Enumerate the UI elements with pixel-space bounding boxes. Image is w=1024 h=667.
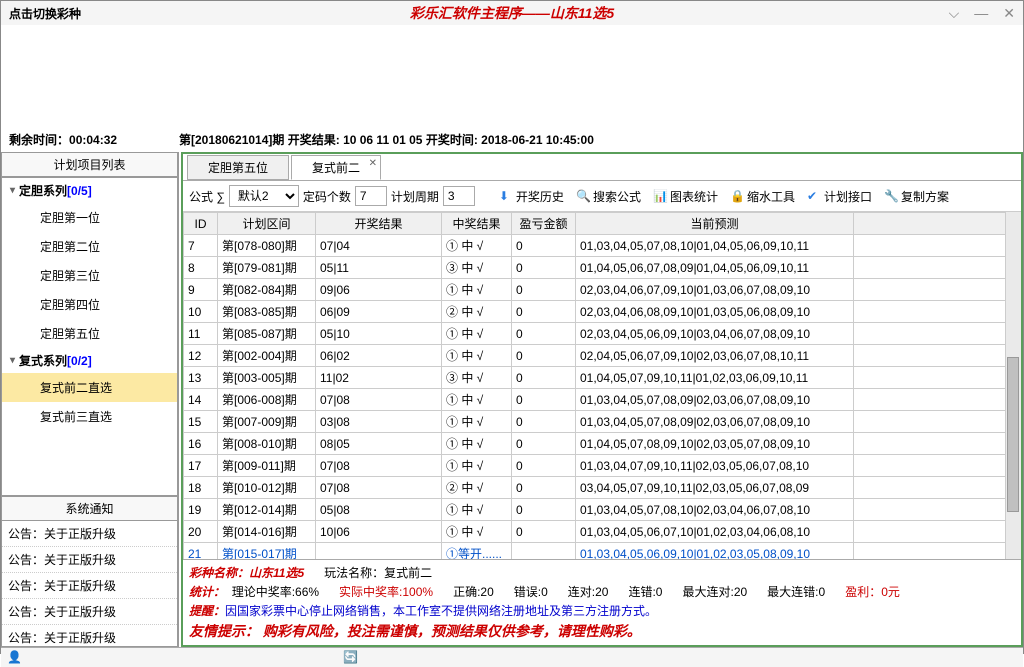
info-row: 剩余时间：00:04:32 第[20180621014]期 开奖结果: 10 0… bbox=[1, 127, 1023, 152]
开奖历史-button[interactable]: ⬇开奖历史 bbox=[493, 186, 570, 207]
tree-group[interactable]: ▾ 定胆系列 [0/5] bbox=[2, 178, 177, 203]
notice-item[interactable]: 公告：关于正版升级 bbox=[2, 573, 177, 599]
chart-icon: 📊 bbox=[653, 189, 667, 203]
tree-item[interactable]: 复式前二直选 bbox=[2, 373, 177, 402]
table-header: 当前预测 bbox=[576, 213, 854, 235]
table-row[interactable]: 12第[002-004]期06|02① 中 √002,04,05,06,07,0… bbox=[184, 345, 1021, 367]
warning-text: 因国家彩票中心停止网络销售，本工作室不提供网络注册地址及第三方注册方式。 bbox=[225, 604, 657, 618]
scrollbar[interactable] bbox=[1005, 212, 1021, 559]
cycle-label: 计划周期 bbox=[391, 188, 439, 205]
formula-select[interactable]: 默认2 bbox=[229, 185, 299, 207]
stats-label: 统计： bbox=[189, 585, 225, 599]
download-icon: ⬇ bbox=[499, 189, 513, 203]
table-row[interactable]: 20第[014-016]期10|06① 中 √001,03,04,05,06,0… bbox=[184, 521, 1021, 543]
table-row[interactable]: 10第[083-085]期06|09② 中 √002,03,04,06,08,0… bbox=[184, 301, 1021, 323]
table-row[interactable]: 16第[008-010]期08|05① 中 √001,04,05,07,08,0… bbox=[184, 433, 1021, 455]
tab-close-icon[interactable]: ✕ bbox=[369, 158, 377, 169]
table-row[interactable]: 21第[015-017]期①等开......01,03,04,05,06,09,… bbox=[184, 543, 1021, 560]
title-switch-lottery[interactable]: 点击切换彩种 bbox=[9, 5, 81, 22]
formula-label: 公式 ∑ bbox=[189, 188, 225, 205]
tree-item[interactable]: 定胆第五位 bbox=[2, 319, 177, 348]
table-row[interactable]: 14第[006-008]期07|08① 中 √001,03,04,05,07,0… bbox=[184, 389, 1021, 411]
缩水工具-button[interactable]: 🔒缩水工具 bbox=[724, 186, 801, 207]
table-row[interactable]: 15第[007-009]期03|08① 中 √001,03,04,05,07,0… bbox=[184, 411, 1021, 433]
toolbar: 公式 ∑ 默认2 定码个数 计划周期 ⬇开奖历史🔍搜索公式📊图表统计🔒缩水工具✔… bbox=[183, 181, 1021, 212]
profit-value: 盈利：0元 bbox=[845, 583, 900, 600]
left-panel: 计划项目列表 ▾ 定胆系列 [0/5]定胆第一位定胆第二位定胆第三位定胆第四位定… bbox=[1, 152, 179, 647]
table-row[interactable]: 11第[085-087]期05|10① 中 √002,03,04,05,06,0… bbox=[184, 323, 1021, 345]
tree-item[interactable]: 复式前三直选 bbox=[2, 402, 177, 431]
plan-tree: ▾ 定胆系列 [0/5]定胆第一位定胆第二位定胆第三位定胆第四位定胆第五位▾ 复… bbox=[1, 177, 178, 496]
tree-group[interactable]: ▾ 复式系列 [0/2] bbox=[2, 348, 177, 373]
copy-icon: 🔧 bbox=[884, 189, 898, 203]
chevron-down-icon: ▾ bbox=[10, 185, 15, 196]
notice-list: 公告：关于正版升级公告：关于正版升级公告：关于正版升级公告：关于正版升级公告：关… bbox=[1, 521, 178, 647]
close-icon[interactable]: ✕ bbox=[1003, 5, 1015, 22]
check-icon: ✔ bbox=[807, 189, 821, 203]
plan-list-header: 计划项目列表 bbox=[1, 152, 178, 177]
user-icon[interactable]: 👤 bbox=[7, 650, 23, 666]
table-header: ID bbox=[184, 213, 218, 235]
table-header bbox=[854, 213, 1021, 235]
banner-area bbox=[1, 25, 1023, 127]
table-row[interactable]: 17第[009-011]期07|08① 中 √001,03,04,07,09,1… bbox=[184, 455, 1021, 477]
tab[interactable]: 复式前二✕ bbox=[291, 155, 381, 180]
notice-header: 系统通知 bbox=[1, 496, 178, 521]
status-bar: 👤 🔄 bbox=[1, 647, 1023, 667]
table-row[interactable]: 9第[082-084]期09|06① 中 √002,03,04,06,07,09… bbox=[184, 279, 1021, 301]
table-header: 开奖结果 bbox=[316, 213, 442, 235]
复制方案-button[interactable]: 🔧复制方案 bbox=[878, 186, 955, 207]
window-extra-icon[interactable]: ⌵ bbox=[949, 5, 960, 22]
lottery-name: 彩种名称：山东11选5 bbox=[189, 564, 304, 581]
tab-bar: 定胆第五位复式前二✕ bbox=[183, 154, 1021, 181]
table-header: 计划区间 bbox=[218, 213, 316, 235]
tree-item[interactable]: 定胆第三位 bbox=[2, 261, 177, 290]
app-title: 彩乐汇软件主程序——山东11选5 bbox=[410, 3, 614, 23]
tree-item[interactable]: 定胆第二位 bbox=[2, 232, 177, 261]
table-row[interactable]: 7第[078-080]期07|04① 中 √001,03,04,05,07,08… bbox=[184, 235, 1021, 257]
table-header: 盈亏金额 bbox=[512, 213, 576, 235]
search-icon: 🔍 bbox=[576, 189, 590, 203]
tree-item[interactable]: 定胆第四位 bbox=[2, 290, 177, 319]
count-label: 定码个数 bbox=[303, 188, 351, 205]
refresh-icon[interactable]: 🔄 bbox=[343, 650, 359, 666]
play-name: 玩法名称：复式前二 bbox=[324, 564, 432, 581]
titlebar: 点击切换彩种 彩乐汇软件主程序——山东11选5 ⌵ — ✕ bbox=[1, 1, 1023, 25]
notice-item[interactable]: 公告：关于正版升级 bbox=[2, 547, 177, 573]
remaining-time: 剩余时间：00:04:32 bbox=[9, 131, 179, 148]
tips-text: 友情提示： 购彩有风险，投注需谨慎，预测结果仅供参考，请理性购彩。 bbox=[189, 621, 1015, 641]
right-panel: 定胆第五位复式前二✕ 公式 ∑ 默认2 定码个数 计划周期 ⬇开奖历史🔍搜索公式… bbox=[181, 152, 1023, 647]
window-controls: ⌵ — ✕ bbox=[949, 5, 1015, 22]
notice-item[interactable]: 公告：关于正版升级 bbox=[2, 625, 177, 647]
actual-rate: 实际中奖率:100% bbox=[339, 583, 433, 600]
notice-item[interactable]: 公告：关于正版升级 bbox=[2, 599, 177, 625]
minimize-icon[interactable]: — bbox=[974, 5, 988, 22]
notice-item[interactable]: 公告：关于正版升级 bbox=[2, 521, 177, 547]
tab[interactable]: 定胆第五位 bbox=[187, 155, 289, 180]
count-input[interactable] bbox=[355, 186, 387, 206]
table-row[interactable]: 8第[079-081]期05|11③ 中 √001,04,05,06,07,08… bbox=[184, 257, 1021, 279]
footer-stats: 彩种名称：山东11选5 玩法名称：复式前二 统计： 理论中奖率:66% 实际中奖… bbox=[183, 559, 1021, 645]
计划接口-button[interactable]: ✔计划接口 bbox=[801, 186, 878, 207]
table-row[interactable]: 18第[010-012]期07|08② 中 √003,04,05,07,09,1… bbox=[184, 477, 1021, 499]
scroll-thumb[interactable] bbox=[1007, 357, 1019, 512]
period-info: 第[20180621014]期 开奖结果: 10 06 11 01 05 开奖时… bbox=[179, 131, 1015, 148]
table-row[interactable]: 13第[003-005]期11|02③ 中 √001,04,05,07,09,1… bbox=[184, 367, 1021, 389]
图表统计-button[interactable]: 📊图表统计 bbox=[647, 186, 724, 207]
lock-icon: 🔒 bbox=[730, 189, 744, 203]
data-table: ID计划区间开奖结果中奖结果盈亏金额当前预测7第[078-080]期07|04①… bbox=[183, 212, 1021, 559]
搜索公式-button[interactable]: 🔍搜索公式 bbox=[570, 186, 647, 207]
chevron-down-icon: ▾ bbox=[10, 355, 15, 366]
cycle-input[interactable] bbox=[443, 186, 475, 206]
results-table: ID计划区间开奖结果中奖结果盈亏金额当前预测7第[078-080]期07|04①… bbox=[183, 212, 1021, 559]
tree-item[interactable]: 定胆第一位 bbox=[2, 203, 177, 232]
table-row[interactable]: 19第[012-014]期05|08① 中 √001,03,04,05,07,0… bbox=[184, 499, 1021, 521]
table-header: 中奖结果 bbox=[442, 213, 512, 235]
